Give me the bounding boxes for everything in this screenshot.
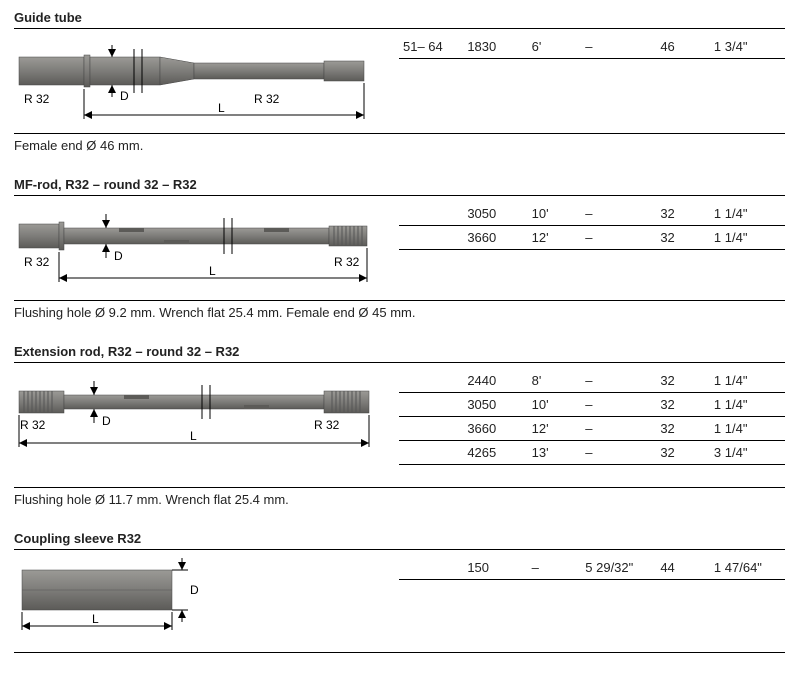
cell: 32 bbox=[656, 393, 710, 417]
cell: 1 1/4" bbox=[710, 417, 785, 441]
cell: 1 1/4" bbox=[710, 369, 785, 393]
svg-text:D: D bbox=[114, 249, 123, 263]
cell: 1830 bbox=[463, 35, 527, 59]
cell: – bbox=[528, 556, 582, 580]
cell bbox=[399, 226, 463, 250]
svg-text:D: D bbox=[102, 414, 111, 428]
spec-table: 24408'–321 1/4"305010'–321 1/4"366012'–3… bbox=[399, 369, 785, 465]
cell: 32 bbox=[656, 202, 710, 226]
cell: 3 1/4" bbox=[710, 441, 785, 465]
cell bbox=[399, 393, 463, 417]
section-title: Extension rod, R32 – round 32 – R32 bbox=[14, 344, 785, 363]
cell: 6' bbox=[528, 35, 582, 59]
cell: 3050 bbox=[463, 202, 527, 226]
cell: 2440 bbox=[463, 369, 527, 393]
table-col: 150–5 29/32"441 47/64" bbox=[399, 556, 785, 580]
table-row: 426513'–323 1/4" bbox=[399, 441, 785, 465]
diagram-col: D R 32 R 32 L bbox=[14, 202, 389, 292]
cell: 5 29/32" bbox=[581, 556, 656, 580]
footnote: Flushing hole Ø 11.7 mm. Wrench flat 25.… bbox=[14, 487, 785, 507]
diagram-guide-tube: D R 32 R 32 L bbox=[14, 35, 384, 125]
diagram-rod-mf: D R 32 R 32 L bbox=[14, 202, 384, 292]
cell bbox=[399, 369, 463, 393]
cell: 12' bbox=[528, 226, 582, 250]
cell: 150 bbox=[463, 556, 527, 580]
section-title: Guide tube bbox=[14, 10, 785, 29]
table-row: 305010'–321 1/4" bbox=[399, 202, 785, 226]
cell: 12' bbox=[528, 417, 582, 441]
section-ext_rod: Extension rod, R32 – round 32 – R32 D R bbox=[14, 344, 785, 507]
svg-text:R 32: R 32 bbox=[20, 418, 46, 432]
spec-table: 150–5 29/32"441 47/64" bbox=[399, 556, 785, 580]
cell: 46 bbox=[656, 35, 710, 59]
table-row: 150–5 29/32"441 47/64" bbox=[399, 556, 785, 580]
cell: – bbox=[581, 441, 656, 465]
cell: 32 bbox=[656, 441, 710, 465]
section-coupling: Coupling sleeve R32 D L 150–5 29/32 bbox=[14, 531, 785, 653]
cell: 1 1/4" bbox=[710, 226, 785, 250]
cell: – bbox=[581, 417, 656, 441]
cell: 1 1/4" bbox=[710, 202, 785, 226]
cell: 8' bbox=[528, 369, 582, 393]
section-title: MF-rod, R32 – round 32 – R32 bbox=[14, 177, 785, 196]
diagram-rod-ext: D R 32 R 32 L bbox=[14, 369, 384, 459]
diagram-col: D R 32 R 32 L bbox=[14, 35, 389, 125]
cell: 44 bbox=[656, 556, 710, 580]
svg-text:L: L bbox=[218, 101, 225, 115]
svg-text:D: D bbox=[120, 89, 129, 103]
table-row: 51– 6418306'–461 3/4" bbox=[399, 35, 785, 59]
table-row: 305010'–321 1/4" bbox=[399, 393, 785, 417]
table-row: 366012'–321 1/4" bbox=[399, 226, 785, 250]
table-row: 366012'–321 1/4" bbox=[399, 417, 785, 441]
footnote: Female end Ø 46 mm. bbox=[14, 133, 785, 153]
svg-text:L: L bbox=[209, 264, 216, 278]
svg-text:R 32: R 32 bbox=[24, 255, 50, 269]
section-guide_tube: Guide tube D bbox=[14, 10, 785, 153]
svg-text:L: L bbox=[190, 429, 197, 443]
cell: 3660 bbox=[463, 226, 527, 250]
table-col: 24408'–321 1/4"305010'–321 1/4"366012'–3… bbox=[399, 369, 785, 465]
cell: – bbox=[581, 393, 656, 417]
cell: 51– 64 bbox=[399, 35, 463, 59]
table-row: 24408'–321 1/4" bbox=[399, 369, 785, 393]
diagram-col: D L bbox=[14, 556, 389, 646]
footnote: Flushing hole Ø 9.2 mm. Wrench flat 25.4… bbox=[14, 300, 785, 320]
cell: 3050 bbox=[463, 393, 527, 417]
spec-table: 305010'–321 1/4"366012'–321 1/4" bbox=[399, 202, 785, 250]
svg-text:R 32: R 32 bbox=[24, 92, 50, 106]
cell bbox=[399, 556, 463, 580]
cell bbox=[399, 202, 463, 226]
cell: 3660 bbox=[463, 417, 527, 441]
bottom-rule bbox=[14, 652, 785, 653]
cell: 32 bbox=[656, 417, 710, 441]
cell bbox=[399, 417, 463, 441]
section-title: Coupling sleeve R32 bbox=[14, 531, 785, 550]
cell: 10' bbox=[528, 202, 582, 226]
cell: 4265 bbox=[463, 441, 527, 465]
cell: 1 1/4" bbox=[710, 393, 785, 417]
svg-text:L: L bbox=[92, 612, 99, 626]
svg-text:R 32: R 32 bbox=[314, 418, 340, 432]
cell: – bbox=[581, 369, 656, 393]
svg-text:R 32: R 32 bbox=[334, 255, 360, 269]
cell: 1 47/64" bbox=[710, 556, 785, 580]
cell: 13' bbox=[528, 441, 582, 465]
svg-text:D: D bbox=[190, 583, 199, 597]
cell: 1 3/4" bbox=[710, 35, 785, 59]
svg-text:R 32: R 32 bbox=[254, 92, 280, 106]
section-mf_rod: MF-rod, R32 – round 32 – R32 bbox=[14, 177, 785, 320]
cell: 32 bbox=[656, 226, 710, 250]
table-col: 305010'–321 1/4"366012'–321 1/4" bbox=[399, 202, 785, 250]
cell: 10' bbox=[528, 393, 582, 417]
table-col: 51– 6418306'–461 3/4" bbox=[399, 35, 785, 59]
cell: – bbox=[581, 202, 656, 226]
cell: 32 bbox=[656, 369, 710, 393]
cell bbox=[399, 441, 463, 465]
cell: – bbox=[581, 35, 656, 59]
diagram-sleeve: D L bbox=[14, 556, 384, 646]
spec-table: 51– 6418306'–461 3/4" bbox=[399, 35, 785, 59]
cell: – bbox=[581, 226, 656, 250]
diagram-col: D R 32 R 32 L bbox=[14, 369, 389, 459]
